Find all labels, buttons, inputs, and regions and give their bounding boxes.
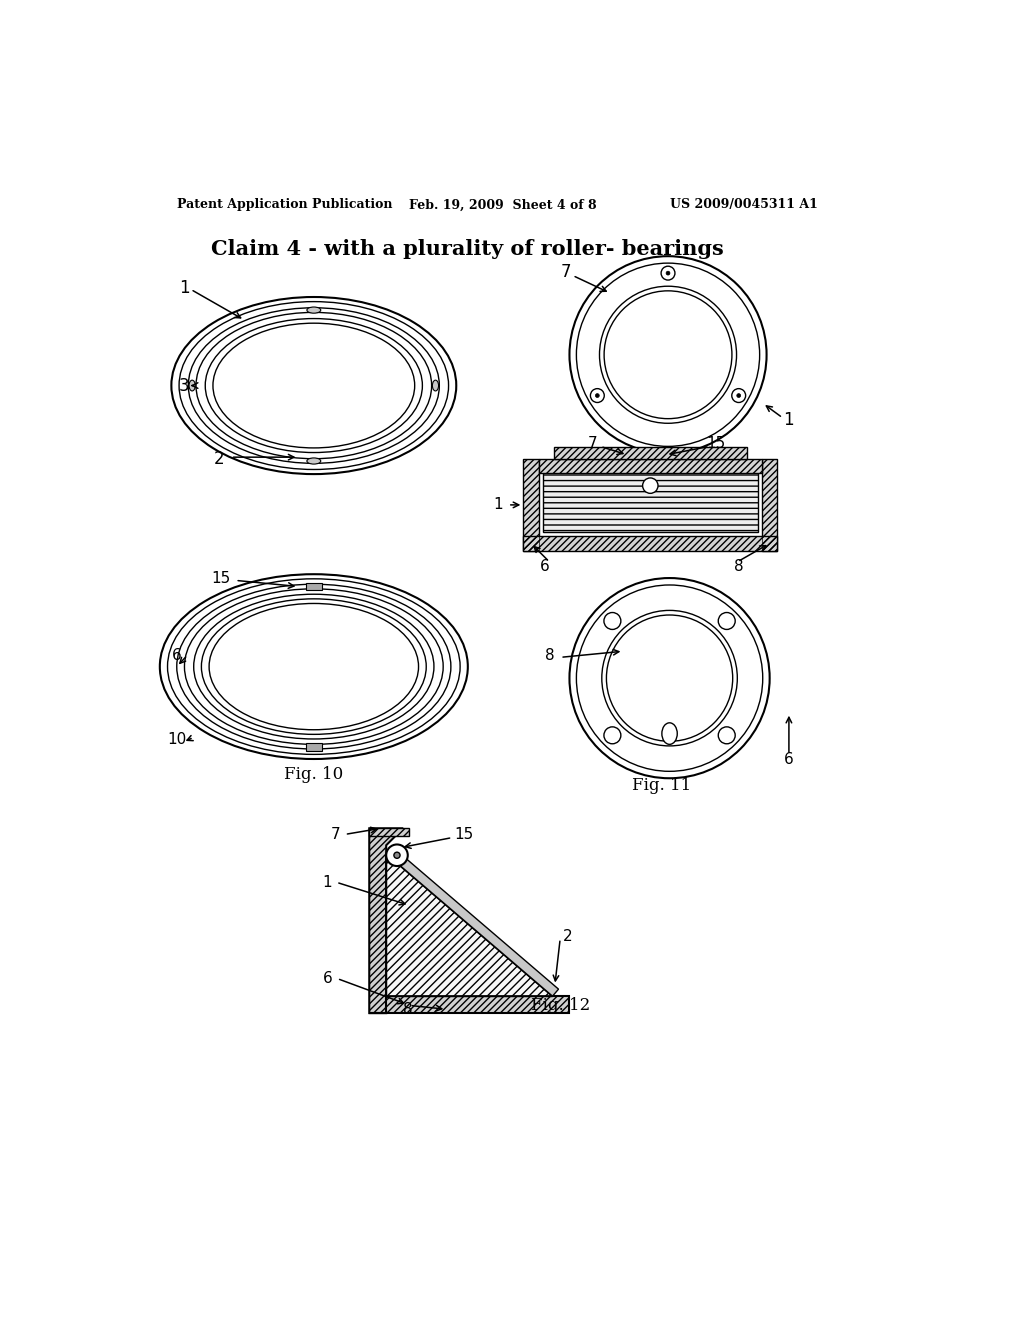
Bar	[523, 459, 539, 552]
Text: 1: 1	[179, 279, 189, 297]
Bar	[523, 536, 777, 552]
Polygon shape	[370, 829, 403, 1014]
Text: 15: 15	[707, 436, 725, 451]
Circle shape	[394, 853, 400, 858]
Bar	[370, 829, 410, 836]
Bar	[762, 459, 777, 552]
Bar	[539, 459, 762, 473]
Text: 10: 10	[167, 733, 186, 747]
Polygon shape	[386, 846, 558, 997]
Text: 8: 8	[734, 558, 743, 574]
Polygon shape	[386, 854, 553, 997]
Text: 8: 8	[403, 1002, 413, 1016]
Text: 3: 3	[179, 376, 189, 395]
Bar	[523, 459, 539, 552]
Ellipse shape	[189, 380, 196, 391]
Text: 7: 7	[331, 826, 341, 842]
Text: Fig. 11: Fig. 11	[632, 777, 691, 795]
Text: Fig. 10: Fig. 10	[285, 766, 343, 783]
Text: US 2009/0045311 A1: US 2009/0045311 A1	[670, 198, 817, 211]
Text: 7: 7	[588, 436, 597, 451]
Text: 6: 6	[323, 972, 333, 986]
Ellipse shape	[307, 308, 321, 313]
Bar	[762, 459, 777, 552]
Text: Fig. 12: Fig. 12	[531, 997, 590, 1014]
Text: Claim 4 - with a plurality of roller- bearings: Claim 4 - with a plurality of roller- be…	[211, 239, 724, 259]
Text: 2: 2	[214, 450, 224, 467]
Ellipse shape	[307, 458, 321, 465]
Circle shape	[666, 271, 670, 275]
Polygon shape	[370, 997, 569, 1014]
Text: 7: 7	[560, 264, 570, 281]
Text: 15: 15	[454, 826, 473, 842]
Ellipse shape	[432, 380, 438, 391]
Text: 1: 1	[323, 875, 333, 890]
Text: 6: 6	[540, 558, 550, 574]
Text: 2: 2	[563, 928, 572, 944]
Circle shape	[737, 393, 740, 397]
Text: Feb. 19, 2009  Sheet 4 of 8: Feb. 19, 2009 Sheet 4 of 8	[410, 198, 597, 211]
Bar	[554, 447, 746, 459]
Circle shape	[643, 478, 658, 494]
Text: 1: 1	[494, 498, 504, 512]
Bar	[306, 582, 322, 590]
Bar	[523, 536, 777, 552]
Text: 8: 8	[546, 648, 555, 663]
Text: 6: 6	[172, 648, 181, 663]
Text: 1: 1	[783, 412, 795, 429]
Text: Patent Application Publication: Patent Application Publication	[177, 198, 392, 211]
Text: 6: 6	[784, 751, 794, 767]
Circle shape	[386, 845, 408, 866]
Bar	[306, 743, 322, 751]
Bar	[543, 462, 758, 532]
Text: 15: 15	[212, 570, 231, 586]
Ellipse shape	[662, 723, 677, 744]
Circle shape	[595, 393, 599, 397]
